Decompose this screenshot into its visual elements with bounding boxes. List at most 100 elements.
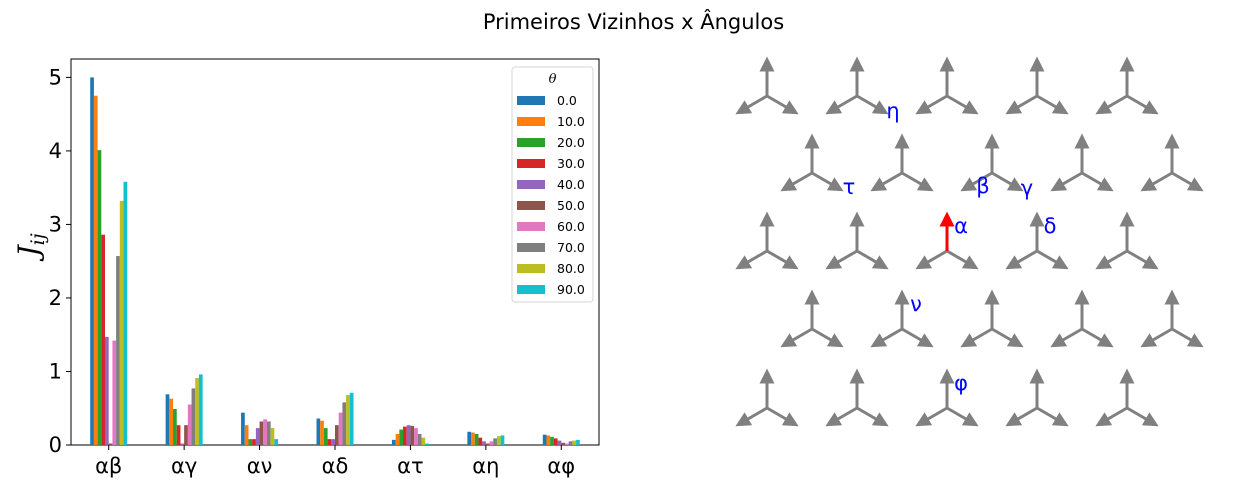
bar xyxy=(485,443,490,445)
legend-label: 80.0 xyxy=(557,261,585,276)
bar xyxy=(572,440,577,445)
x-tick-label: αβ xyxy=(95,454,122,478)
bar xyxy=(489,441,494,445)
spin-arrow xyxy=(1095,249,1128,270)
bar xyxy=(496,436,501,445)
spin-arrow xyxy=(825,406,858,427)
spin-lattice-diagram: η τ β γ α δ ν φ xyxy=(735,56,1204,427)
bar xyxy=(169,398,174,445)
site-label: η xyxy=(886,99,899,123)
bar xyxy=(425,443,429,445)
bar xyxy=(346,395,350,445)
bar xyxy=(553,438,558,445)
legend-swatch xyxy=(517,285,545,294)
bar xyxy=(550,436,554,445)
bar xyxy=(191,388,196,445)
spin-arrow xyxy=(1081,327,1114,348)
spin-arrow xyxy=(766,94,799,115)
bar xyxy=(187,404,192,445)
bar xyxy=(263,419,267,445)
y-tick-label: 4 xyxy=(49,139,62,163)
bar xyxy=(259,421,264,445)
bar xyxy=(165,394,170,445)
spin-arrow xyxy=(1005,94,1038,115)
spin-arrow xyxy=(1005,249,1038,270)
y-axis-label: Jij xyxy=(12,233,49,261)
spin-arrow xyxy=(946,249,979,270)
bar xyxy=(564,443,569,445)
legend-label: 30.0 xyxy=(557,156,585,171)
bar xyxy=(391,439,396,445)
bar xyxy=(417,433,422,445)
spin-arrow xyxy=(991,327,1024,348)
spin-arrow xyxy=(991,171,1024,192)
spin-arrow xyxy=(946,94,979,115)
bar xyxy=(323,428,328,445)
spin-arrow xyxy=(1095,406,1128,427)
spin-arrow xyxy=(870,327,903,348)
legend-swatch xyxy=(517,117,545,126)
bar xyxy=(316,418,321,445)
spin-arrow xyxy=(780,327,813,348)
site-label: β xyxy=(976,174,989,198)
bar xyxy=(97,150,102,445)
bar xyxy=(274,439,279,445)
bar xyxy=(403,426,407,445)
spin-arrow xyxy=(780,171,813,192)
spin-arrow xyxy=(1171,327,1204,348)
bar xyxy=(338,412,343,445)
spin-arrow xyxy=(856,249,889,270)
bar xyxy=(399,429,404,445)
legend-swatch xyxy=(517,180,545,189)
legend-label: 10.0 xyxy=(557,114,585,129)
spin-arrow xyxy=(766,406,799,427)
spin-arrow xyxy=(825,249,858,270)
bar xyxy=(105,336,109,445)
legend-swatch xyxy=(517,243,545,252)
spin-arrow xyxy=(915,249,948,270)
bar xyxy=(255,428,260,445)
bar xyxy=(335,425,339,445)
spin-arrow xyxy=(735,406,768,427)
spin-arrow xyxy=(811,327,844,348)
spin-arrow xyxy=(735,249,768,270)
spin-arrow xyxy=(825,94,858,115)
legend-swatch xyxy=(517,96,545,105)
spin-arrow xyxy=(856,406,889,427)
bar xyxy=(93,95,98,445)
y-tick-label: 5 xyxy=(49,65,62,89)
x-tick-label: αη xyxy=(472,454,499,478)
spin-arrow xyxy=(1140,171,1173,192)
bar xyxy=(241,412,245,445)
legend-swatch xyxy=(517,159,545,168)
bar xyxy=(331,439,335,445)
legend-label: 0.0 xyxy=(557,93,577,108)
bar xyxy=(320,420,324,445)
y-tick-label: 1 xyxy=(49,359,62,383)
legend-title: θ xyxy=(549,72,557,87)
bar xyxy=(116,256,120,445)
bar xyxy=(576,439,580,445)
bar xyxy=(101,234,106,445)
bar xyxy=(252,439,256,445)
y-tick-label: 3 xyxy=(49,212,62,236)
legend-label: 50.0 xyxy=(557,198,585,213)
site-label: α xyxy=(954,214,968,238)
spin-arrow xyxy=(1171,171,1204,192)
bar-chart: 0 1 2 3 4 5 αβ αγ αν αδ ατ αη αφ Jij θ0.0 10.0 20.0 30.0 4… xyxy=(12,58,600,478)
bar xyxy=(173,408,177,445)
bar xyxy=(180,443,185,445)
spin-arrow xyxy=(856,94,889,115)
bar xyxy=(90,77,94,445)
spin-arrow xyxy=(946,406,979,427)
legend-swatch xyxy=(517,222,545,231)
legend-label: 70.0 xyxy=(557,240,585,255)
legend-swatch xyxy=(517,264,545,273)
site-label: φ xyxy=(954,371,968,395)
legend-label: 90.0 xyxy=(557,282,585,297)
spin-arrow xyxy=(735,94,768,115)
x-tick-label: ατ xyxy=(397,454,424,478)
x-tick-label: αφ xyxy=(547,454,575,478)
bar xyxy=(414,428,418,445)
bar xyxy=(421,437,426,445)
